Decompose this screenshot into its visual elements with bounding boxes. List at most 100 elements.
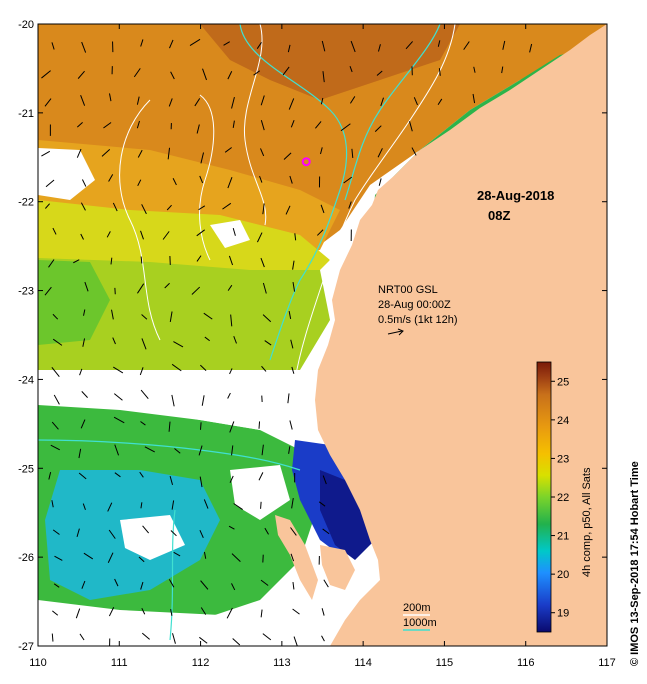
peninsula-2: [320, 545, 355, 590]
current-arrow: [260, 257, 265, 268]
colorbar-tick-label: 23: [557, 453, 569, 465]
current-arrow: [438, 68, 441, 76]
current-arrow: [463, 41, 470, 50]
current-arrow: [283, 152, 292, 160]
current-arrow: [204, 336, 210, 342]
current-arrow: [112, 202, 118, 212]
current-arrow: [231, 445, 234, 456]
current-arrow: [227, 177, 233, 189]
colorbar-tick-label: 21: [557, 531, 569, 543]
missing-data-5: [38, 600, 320, 646]
current-arrow: [290, 553, 295, 562]
current-legend: NRT00 GSL 28-Aug 00:00Z 0.5m/s (1kt 12h): [378, 284, 457, 336]
current-arrow: [171, 394, 175, 407]
current-arrow: [285, 205, 291, 215]
current-arrow: [229, 368, 233, 375]
current-arrow: [113, 366, 124, 374]
current-arrow: [264, 340, 272, 346]
current-arrow: [45, 179, 55, 188]
current-arrow: [44, 98, 52, 107]
colorbar-tick-label: 20: [557, 569, 569, 581]
current-arrow: [76, 121, 83, 128]
current-arrow: [51, 500, 54, 508]
current-arrow: [53, 394, 60, 405]
current-arrow: [141, 632, 150, 640]
lat-tick-label: -23: [18, 286, 34, 298]
current-arrow: [260, 120, 265, 131]
current-arrow: [232, 120, 235, 128]
current-arrow: [108, 529, 116, 539]
current-arrow: [349, 96, 356, 104]
current-arrow: [227, 392, 231, 399]
current-arrow: [103, 122, 112, 129]
current-arrow: [292, 281, 296, 292]
current-arrow: [203, 499, 209, 509]
lon-tick-label: 114: [354, 657, 372, 669]
current-arrow: [80, 419, 86, 429]
current-arrow: [315, 121, 322, 129]
current-arrow: [413, 97, 418, 106]
current-arrow: [136, 96, 140, 105]
current-arrow: [232, 638, 241, 646]
current-arrow: [141, 314, 148, 320]
current-arrow: [114, 444, 120, 456]
missing-data-3: [210, 220, 250, 248]
contour-1000m: [239, 24, 348, 361]
current-arrow: [228, 525, 235, 530]
current-arrow: [173, 341, 184, 348]
current-arrow: [113, 416, 125, 424]
current-arrow: [260, 501, 262, 509]
current-arrow: [290, 527, 297, 536]
current-arrow: [198, 445, 203, 456]
current-arrow: [80, 202, 86, 211]
current-arrow: [200, 607, 207, 615]
current-arrow: [222, 202, 232, 210]
current-arrow: [75, 608, 81, 619]
lon-tick-label: 115: [436, 657, 454, 669]
current-arrow: [170, 609, 173, 616]
current-arrow: [289, 175, 293, 184]
current-arrow: [81, 179, 87, 187]
current-arrow: [260, 95, 265, 106]
current-arrow: [199, 364, 207, 372]
colorbar-gradient: [536, 361, 552, 633]
current-arrow: [293, 636, 298, 646]
current-legend-arrow: [387, 330, 403, 335]
current-arrow: [290, 339, 294, 349]
contour-200m-2: [119, 99, 161, 341]
current-arrow: [54, 555, 63, 561]
current-arrow: [258, 472, 264, 481]
current-arrow: [111, 309, 114, 320]
current-arrow: [322, 475, 327, 485]
current-arrow: [51, 42, 55, 50]
current-arrow: [411, 147, 417, 156]
current-arrow: [196, 255, 202, 262]
current-arrow: [322, 528, 330, 535]
current-arrow: [194, 98, 201, 107]
lat-tick-label: -22: [18, 197, 34, 209]
current-arrow: [198, 205, 206, 211]
latitude-axis: -20 -21 -22 -23 -24 -25 -26 -27: [18, 19, 607, 653]
current-arrow: [108, 174, 114, 182]
current-arrow: [473, 66, 476, 73]
current-arrow: [51, 367, 60, 377]
current-arrow: [320, 97, 324, 105]
missing-data-2: [38, 148, 95, 200]
current-arrow: [323, 579, 329, 588]
current-arrow: [168, 98, 173, 107]
current-arrow: [76, 148, 82, 158]
lat-tick-label: -26: [18, 552, 34, 564]
current-arrow: [437, 98, 443, 106]
current-arrow: [107, 552, 114, 563]
colorbar: 19 20 21 22 23 24 25 4h comp, p50, All Sats: [536, 361, 593, 633]
location-marker: [301, 157, 311, 167]
current-arrow: [170, 530, 177, 537]
current-arrow: [200, 152, 205, 164]
current-arrow: [139, 367, 144, 376]
current-arrow: [262, 282, 267, 294]
current-arrow: [189, 38, 201, 46]
current-arrow: [231, 553, 241, 562]
sst-darkorange-region: [200, 24, 460, 100]
current-arrow: [290, 119, 295, 128]
